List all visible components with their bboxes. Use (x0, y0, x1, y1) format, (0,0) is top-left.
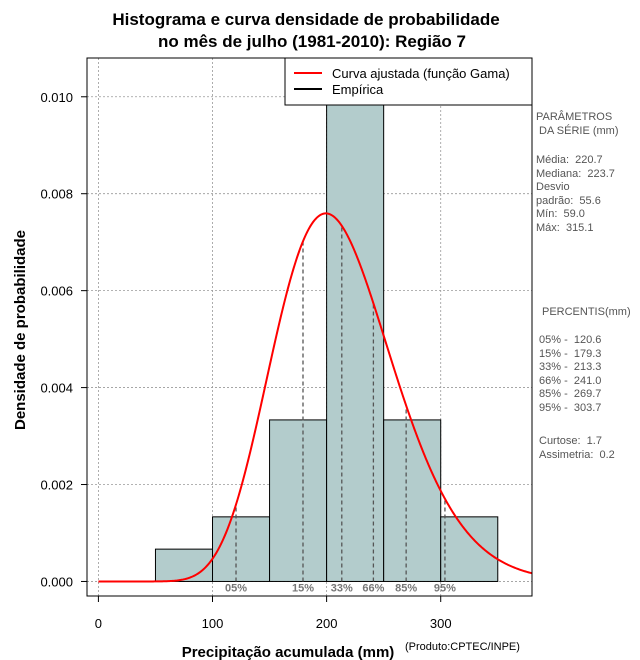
histogram-bar-1 (212, 516, 271, 582)
legend-label-empirical: Empírica (332, 82, 384, 97)
percentile-lines (235, 225, 446, 582)
x-axis-label: Precipitação acumulada (mm) (182, 644, 395, 660)
chart-title-line2: no mês de julho (1981-2010): Região 7 (158, 32, 466, 51)
histogram-bar-3 (326, 96, 385, 582)
percentiles-title: PERCENTIS(mm) (542, 306, 631, 318)
series-params-title: PARÂMETROS DA SÉRIE (mm) (536, 111, 619, 137)
chart-title-line1: Histograma e curva densidade de probabil… (112, 10, 499, 29)
x-tick-label-3: 300 (430, 616, 452, 631)
shape-stats: Curtose: 1.7 Assimetria: 0.2 (539, 435, 615, 461)
percentile-label-5: 95% (434, 582, 456, 594)
percentiles-list: 05% - 120.6 15% - 179.3 33% - 213.3 66% … (539, 334, 602, 414)
x-tick-label-1: 100 (202, 616, 224, 631)
percentile-label-1: 15% (292, 582, 314, 594)
y-tick-label-0: 0.000 (40, 574, 73, 589)
legend-box (284, 57, 533, 106)
percentile-label-3: 66% (362, 582, 384, 594)
y-axis: 0.000 0.002 0.004 0.006 0.008 0.010 (40, 90, 87, 589)
histogram-bar-2 (269, 419, 328, 582)
percentile-label-2: 33% (331, 582, 353, 594)
y-tick-label-5: 0.010 (40, 90, 73, 105)
percentile-label-4: 85% (395, 582, 417, 594)
histogram-bar-4 (383, 419, 442, 582)
percentile-labels: 05% 15% 33% 66% 85% 95% (225, 582, 456, 594)
histogram-bar-5 (440, 516, 499, 582)
y-tick-label-3: 0.006 (40, 284, 73, 299)
y-axis-label: Densidade de probabilidade (12, 230, 29, 430)
series-params: Média: 220.7 Mediana: 223.7 Desvio padrã… (536, 154, 615, 234)
histogram-bar-0 (154, 548, 214, 582)
legend-label-fit: Curva ajustada (função Gama) (332, 66, 510, 81)
x-tick-label-2: 200 (316, 616, 338, 631)
x-tick-label-0: 0 (95, 616, 102, 631)
y-tick-label-4: 0.008 (40, 187, 73, 202)
product-credit: (Produto:CPTEC/INPE) (405, 641, 520, 653)
x-axis: 0 100 200 300 (95, 596, 452, 631)
legend: Curva ajustada (função Gama) Empírica (284, 57, 533, 106)
y-tick-label-2: 0.004 (40, 381, 73, 396)
percentile-label-0: 05% (225, 582, 247, 594)
fitted-gamma-curve (98, 212, 533, 583)
y-tick-label-1: 0.002 (40, 478, 73, 493)
histogram-bars (154, 96, 499, 582)
